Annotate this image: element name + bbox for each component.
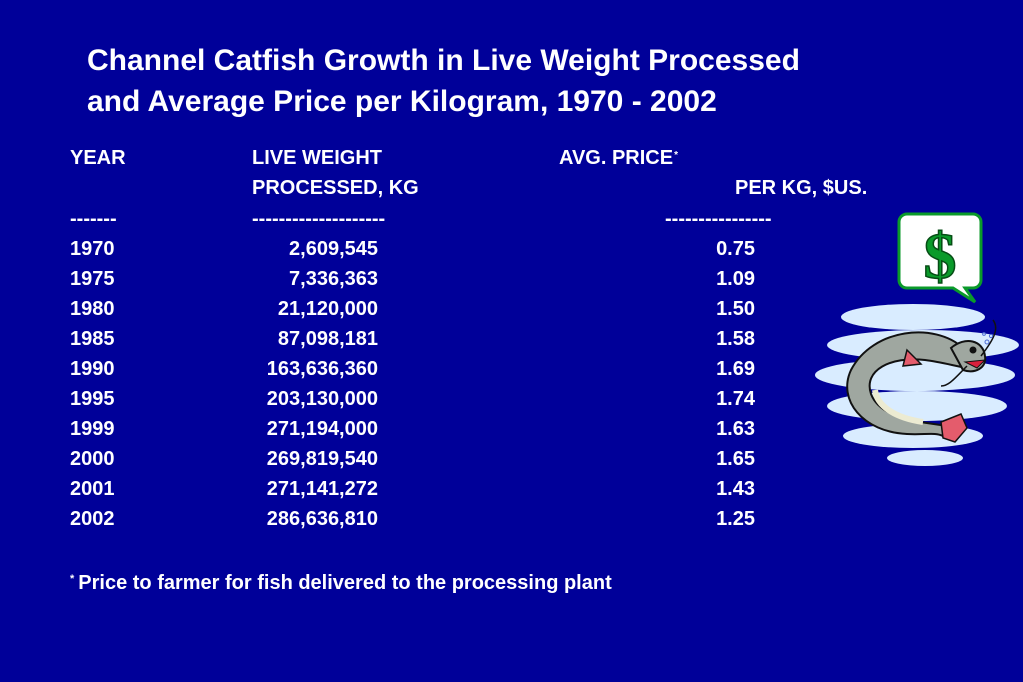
cell-avg-price: 1.63 [716, 418, 755, 440]
cell-year: 1970 [70, 238, 115, 260]
catfish-clipart: $ [815, 212, 1019, 466]
cell-year: 1975 [70, 268, 115, 290]
cell-year: 1980 [70, 298, 115, 320]
footnote-text: Price to farmer for fish delivered to th… [78, 572, 612, 594]
price-footnote-marker: * [674, 150, 678, 161]
header-weight-line-1: LIVE WEIGHT [252, 147, 382, 169]
catfish-icon [815, 304, 1019, 466]
header-price-line-1: AVG. PRICE* [559, 146, 678, 170]
cell-avg-price: 1.50 [716, 298, 755, 320]
cell-avg-price: 0.75 [716, 238, 755, 260]
header-weight-line-2: PROCESSED, KG [252, 177, 419, 199]
cell-live-weight: 21,120,000 [277, 298, 378, 320]
cell-live-weight: 163,636,360 [266, 358, 378, 380]
cell-live-weight: 271,141,272 [266, 478, 378, 500]
cell-avg-price: 1.43 [716, 478, 755, 500]
cell-live-weight: 203,130,000 [266, 388, 378, 410]
footnote: * Price to farmer for fish delivered to t… [70, 571, 612, 595]
cell-avg-price: 1.69 [716, 358, 755, 380]
cell-year: 1995 [70, 388, 115, 410]
cell-avg-price: 1.09 [716, 268, 755, 290]
cell-live-weight: 2,609,545 [289, 238, 378, 260]
cell-year: 2002 [70, 508, 115, 530]
slide-title: Channel Catfish Growth in Live Weight Pr… [87, 40, 800, 122]
cell-avg-price: 1.65 [716, 448, 755, 470]
title-line-1: Channel Catfish Growth in Live Weight Pr… [87, 44, 800, 77]
cell-live-weight: 271,194,000 [266, 418, 378, 440]
header-price-line-2: PER KG, $US. [735, 177, 868, 199]
cell-year: 1990 [70, 358, 115, 380]
header-year: YEAR [70, 147, 126, 169]
divider-year: ------- [70, 208, 117, 230]
cell-live-weight: 7,336,363 [289, 268, 378, 290]
cell-live-weight: 286,636,810 [266, 508, 378, 530]
cell-live-weight: 87,098,181 [277, 328, 378, 350]
cell-year: 2001 [70, 478, 115, 500]
header-price-text: AVG. PRICE [559, 147, 674, 169]
cell-avg-price: 1.58 [716, 328, 755, 350]
dollar-speech-bubble-icon: $ [897, 212, 983, 304]
cell-year: 1985 [70, 328, 115, 350]
divider-price: ---------------- [665, 208, 772, 230]
cell-year: 2000 [70, 448, 115, 470]
title-line-2: and Average Price per Kilogram, 1970 - 2… [87, 85, 717, 118]
cell-avg-price: 1.74 [716, 388, 755, 410]
divider-weight: -------------------- [252, 208, 386, 230]
cell-avg-price: 1.25 [716, 508, 755, 530]
dollar-sign: $ [924, 220, 957, 293]
cell-year: 1999 [70, 418, 115, 440]
cell-live-weight: 269,819,540 [266, 448, 378, 470]
footnote-marker: * [70, 573, 75, 585]
